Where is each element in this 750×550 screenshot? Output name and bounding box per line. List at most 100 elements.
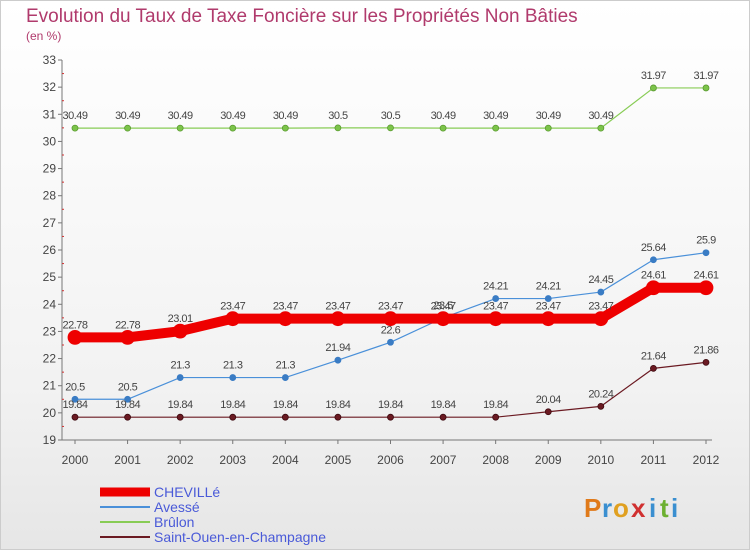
data-label-avess-: 23.5 [433,300,453,312]
data-point-saint-ouen-en-champagne [650,364,657,372]
data-point-br-lon [124,124,131,132]
data-label-saint-ouen-en-champagne: 19.84 [168,399,193,411]
y-tick-label: 27 [43,216,57,230]
data-label-br-lon: 30.49 [168,110,193,122]
x-tick-label: 2005 [325,453,352,467]
data-point-avess- [176,374,184,381]
data-label-saint-ouen-en-champagne: 19.84 [431,399,456,411]
data-label-br-lon: 30.49 [273,110,298,122]
data-label-chevill-: 23.47 [588,301,613,313]
data-point-chevill- [646,280,661,296]
x-tick-label: 2009 [535,453,562,467]
legend: CHEVILLéAvesséBrûlonSaint-Ouen-en-Champa… [100,484,326,545]
data-point-saint-ouen-en-champagne [71,413,79,421]
chart-title: Evolution du Taux de Taxe Foncière sur l… [26,6,578,27]
data-point-chevill- [383,311,398,327]
data-label-avess-: 22.6 [381,324,401,336]
y-tick-label: 33 [43,53,57,67]
data-point-br-lon [492,124,500,132]
x-tick-label: 2003 [219,453,246,467]
data-label-saint-ouen-en-champagne: 19.84 [483,399,508,411]
data-point-saint-ouen-en-champagne [281,413,289,421]
data-label-chevill-: 24.61 [693,270,718,282]
data-label-br-lon: 30.49 [588,110,613,122]
data-label-avess-: 21.3 [276,360,296,372]
logo-letter: i [671,493,678,523]
logo-letter: t [660,493,669,523]
data-label-saint-ouen-en-champagne: 20.04 [536,394,561,406]
data-point-saint-ouen-en-champagne [334,413,342,421]
data-labels-layer: 30.49 30.49 30.49 30.49 30.49 30.5 30.5 30.49 30… [62,70,719,411]
data-label-chevill-: 24.61 [641,270,666,282]
data-label-chevill-: 23.47 [431,301,456,313]
data-label-br-lon: 31.97 [693,70,718,82]
data-point-saint-ouen-en-champagne [544,408,552,416]
data-label-br-lon: 30.49 [536,110,561,122]
data-label-saint-ouen-en-champagne: 19.84 [273,399,298,411]
y-tick-label: 30 [43,134,57,148]
data-point-chevill- [330,311,346,327]
legend-label: Saint-Ouen-en-Champagne [154,529,326,545]
data-label-br-lon: 30.49 [431,110,456,122]
logo-letter: r [602,493,612,523]
data-label-saint-ouen-en-champagne: 19.84 [62,399,87,411]
axes: 19 20 21 22 23 24 25 26 27 28 29 30 31 32 33 2000 2001 20… [43,53,720,467]
data-point-chevill- [540,311,556,327]
x-tick-label: 2002 [167,453,194,467]
data-point-br-lon [597,124,605,132]
data-point-br-lon [387,124,394,132]
data-label-br-lon: 30.5 [328,110,348,122]
y-tick-label: 32 [43,80,57,94]
data-label-br-lon: 30.49 [220,110,245,122]
legend-label: Brûlon [154,514,194,530]
data-label-br-lon: 30.5 [381,110,401,122]
data-point-chevill- [67,329,83,345]
data-label-chevill-: 22.78 [62,319,87,331]
y-tick-label: 23 [43,324,57,338]
data-point-saint-ouen-en-champagne [124,413,131,421]
y-tick-label: 31 [43,107,57,121]
data-point-chevill- [698,280,714,296]
chart-subtitle: (en %) [26,29,61,43]
x-tick-label: 2012 [693,453,720,467]
y-tick-label: 26 [43,243,57,257]
y-tick-label: 25 [43,270,57,284]
data-label-chevill-: 23.47 [273,301,298,313]
data-point-avess- [492,295,500,302]
series-layer [67,84,714,421]
data-point-saint-ouen-en-champagne [229,413,237,421]
y-tick-label: 24 [43,297,57,311]
data-label-avess-: 20.5 [118,381,138,393]
data-point-avess- [702,249,710,257]
x-tick-label: 2000 [62,453,89,467]
data-point-saint-ouen-en-champagne [439,413,447,421]
legend-label: Avessé [154,499,200,515]
data-point-avess- [281,374,289,381]
y-tick-label: 21 [43,379,57,393]
y-tick-label: 19 [43,433,57,447]
data-label-chevill-: 23.47 [378,301,403,313]
y-tick-label: 28 [43,189,57,203]
y-tick-label: 22 [43,352,57,366]
data-point-avess- [71,395,79,403]
data-point-br-lon [650,84,657,92]
data-label-br-lon: 30.49 [62,110,87,122]
data-point-avess- [387,338,394,346]
data-label-avess-: 25.64 [641,242,666,254]
data-label-chevill-: 23.47 [325,301,350,313]
data-point-saint-ouen-en-champagne [176,413,184,421]
data-label-avess-: 21.3 [170,360,190,372]
data-label-avess-: 24.21 [536,281,561,293]
data-label-chevill-: 23.01 [168,313,193,325]
data-label-saint-ouen-en-champagne: 19.84 [378,399,403,411]
data-point-br-lon [334,124,342,132]
data-point-br-lon [281,124,289,132]
data-point-chevill- [593,311,609,327]
data-point-avess- [597,288,605,296]
data-label-avess-: 24.21 [483,281,508,293]
data-point-saint-ouen-en-champagne [597,402,605,410]
data-point-br-lon [229,124,237,132]
data-point-avess- [124,395,131,403]
